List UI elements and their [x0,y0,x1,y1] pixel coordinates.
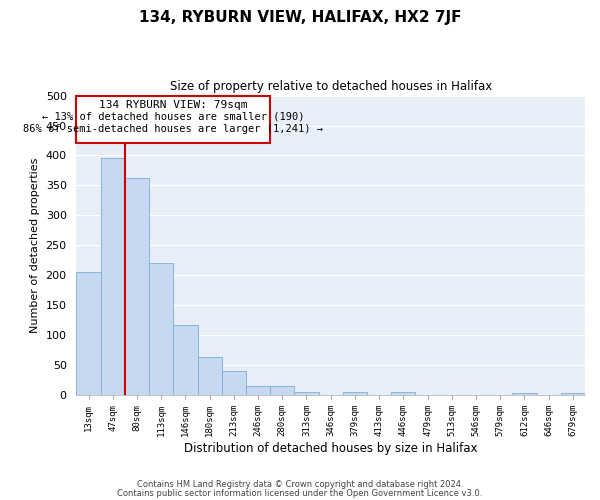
Text: 134, RYBURN VIEW, HALIFAX, HX2 7JF: 134, RYBURN VIEW, HALIFAX, HX2 7JF [139,10,461,25]
Bar [197,358,222,395]
Bar [125,178,149,395]
Y-axis label: Number of detached properties: Number of detached properties [30,158,40,333]
Bar [222,371,246,395]
Bar [512,394,536,395]
FancyBboxPatch shape [76,96,270,144]
Bar [561,394,585,395]
Bar [391,392,415,395]
Text: Contains public sector information licensed under the Open Government Licence v3: Contains public sector information licen… [118,488,482,498]
Bar [76,272,101,395]
Bar [295,392,319,395]
Text: ← 13% of detached houses are smaller (190): ← 13% of detached houses are smaller (19… [42,112,305,122]
X-axis label: Distribution of detached houses by size in Halifax: Distribution of detached houses by size … [184,442,478,455]
Bar [149,264,173,395]
Text: 86% of semi-detached houses are larger (1,241) →: 86% of semi-detached houses are larger (… [23,124,323,134]
Bar [270,386,295,395]
Bar [343,392,367,395]
Bar [101,158,125,395]
Text: Contains HM Land Registry data © Crown copyright and database right 2024.: Contains HM Land Registry data © Crown c… [137,480,463,489]
Text: 134 RYBURN VIEW: 79sqm: 134 RYBURN VIEW: 79sqm [99,100,248,110]
Title: Size of property relative to detached houses in Halifax: Size of property relative to detached ho… [170,80,492,93]
Bar [173,325,197,395]
Bar [246,386,270,395]
